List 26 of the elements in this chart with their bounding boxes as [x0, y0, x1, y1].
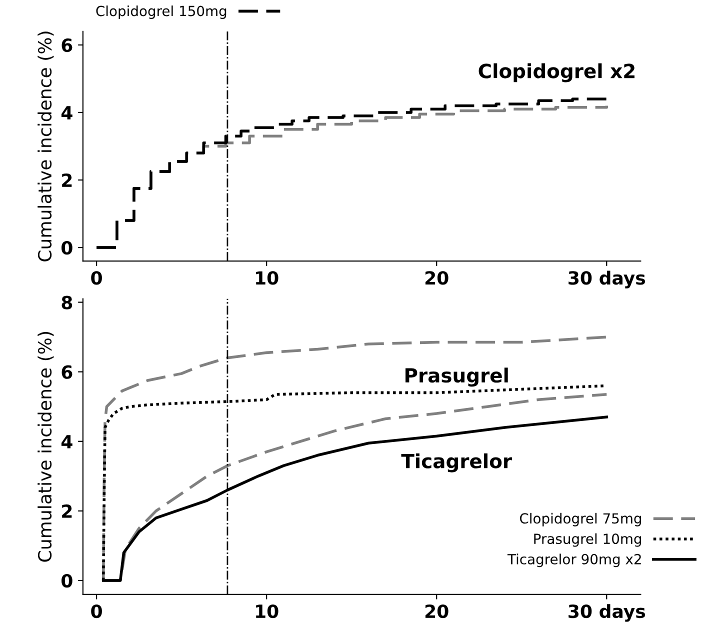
x-tick-label: 20 [425, 604, 448, 618]
legend-label: Clopidogrel 150mg [96, 6, 226, 19]
x-tick-label: 30 days [568, 270, 646, 288]
y-tick-label: 2 [62, 173, 72, 187]
y-tick-label: 6 [62, 38, 72, 52]
legend-label: Clopidogrel 75mg [520, 512, 642, 526]
y-tick-label: 2 [62, 504, 72, 518]
y-axis-title: Cumulative incidence (%) [38, 332, 54, 562]
y-axis-title: Cumulative incidence (%) [38, 32, 54, 262]
annotation: Ticagrelor [401, 453, 512, 472]
y-tick-label: 4 [61, 106, 72, 120]
y-tick-label: 8 [62, 296, 72, 310]
annotation: Prasugrel [406, 368, 508, 387]
x-tick-label: 0 [91, 604, 102, 618]
x-tick-label: 30 days [568, 604, 646, 622]
y-tick-label: 0 [62, 240, 72, 255]
x-tick-label: 10 [256, 271, 278, 285]
legend-label: Prasugrel 10mg [534, 533, 642, 547]
y-tick-label: 6 [62, 365, 72, 379]
annotation: Clopidogrel x2 [478, 63, 634, 82]
x-tick-label: 0 [91, 271, 102, 285]
legend-label: Ticagrelor 90mg x2 [507, 554, 641, 568]
y-tick-label: 4 [61, 435, 72, 448]
x-tick-label: 10 [256, 604, 278, 618]
x-tick-label: 20 [425, 271, 448, 285]
y-tick-label: 0 [62, 574, 72, 588]
